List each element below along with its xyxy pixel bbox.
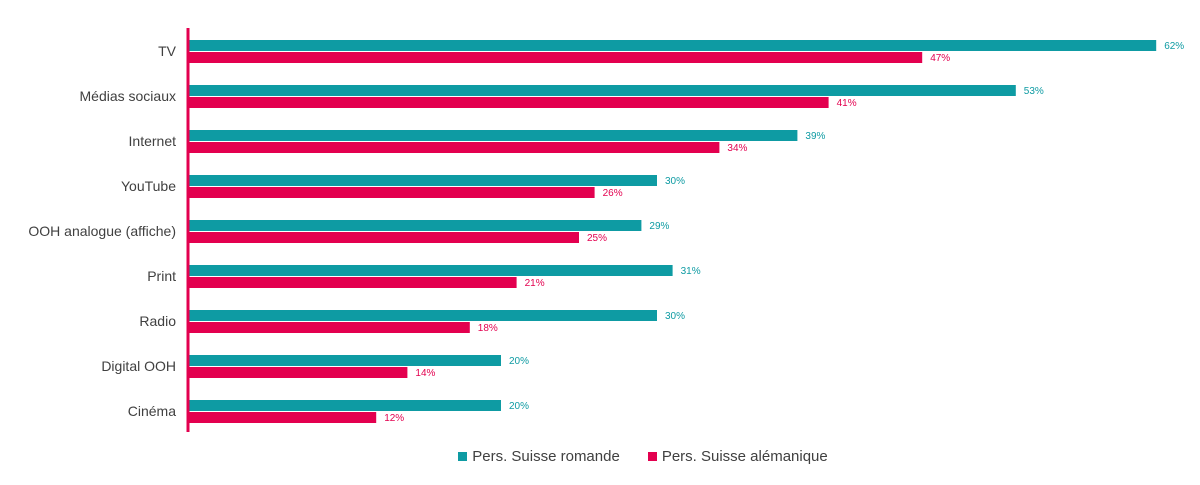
legend-swatch-alemanique bbox=[647, 452, 657, 461]
labels-group: TV 62% 47% Médias sociaux 53% 41% Internet 39% 3… bbox=[28, 41, 1184, 424]
data-label-digital-ooh-series-1: 20% bbox=[509, 356, 529, 367]
bar-tv-series-1 bbox=[189, 40, 1157, 51]
data-label-internet-series-2: 34% bbox=[727, 143, 747, 154]
data-label-print-series-1: 31% bbox=[681, 266, 701, 277]
data-label-medias-sociaux-series-1: 53% bbox=[1024, 86, 1044, 97]
data-label-digital-ooh-series-2: 14% bbox=[415, 368, 435, 379]
data-label-ooh-analogue-affiche-series-2: 25% bbox=[587, 233, 607, 244]
bar-internet-series-1 bbox=[189, 130, 798, 141]
bar-print-series-1 bbox=[189, 265, 673, 276]
legend-item-alemanique: Pers. Suisse alémanique bbox=[647, 448, 828, 465]
data-label-print-series-2: 21% bbox=[525, 278, 545, 289]
data-label-radio-series-1: 30% bbox=[665, 311, 685, 322]
category-label-medias-sociaux: Médias sociaux bbox=[80, 88, 177, 104]
data-label-cinema-series-2: 12% bbox=[384, 413, 404, 424]
bar-cinema-series-2 bbox=[189, 412, 377, 423]
bar-tv-series-2 bbox=[189, 52, 923, 63]
category-label-ooh-analogue-affiche: OOH analogue (affiche) bbox=[28, 223, 176, 239]
bar-medias-sociaux-series-1 bbox=[189, 85, 1016, 96]
category-label-internet: Internet bbox=[129, 133, 177, 149]
bar-ooh-analogue-affiche-series-2 bbox=[189, 232, 579, 243]
category-label-digital-ooh: Digital OOH bbox=[101, 358, 176, 374]
data-label-radio-series-2: 18% bbox=[478, 323, 498, 334]
bar-internet-series-2 bbox=[189, 142, 720, 153]
data-label-youtube-series-1: 30% bbox=[665, 176, 685, 187]
data-label-medias-sociaux-series-2: 41% bbox=[837, 98, 857, 109]
data-label-internet-series-1: 39% bbox=[805, 131, 825, 142]
bar-digital-ooh-series-2 bbox=[189, 367, 408, 378]
legend-swatch-romande bbox=[458, 452, 468, 461]
bar-medias-sociaux-series-2 bbox=[189, 97, 829, 108]
bar-cinema-series-1 bbox=[189, 400, 501, 411]
data-label-tv-series-2: 47% bbox=[930, 53, 950, 64]
legend: Pers. Suisse romande Pers. Suisse aléman… bbox=[0, 448, 1200, 465]
category-label-cinema: Cinéma bbox=[128, 403, 176, 419]
bar-ooh-analogue-affiche-series-1 bbox=[189, 220, 642, 231]
bar-chart: TV 62% 47% Médias sociaux 53% 41% Internet 39% 3… bbox=[28, 28, 1184, 432]
category-label-radio: Radio bbox=[139, 313, 176, 329]
data-label-youtube-series-2: 26% bbox=[603, 188, 623, 199]
bar-digital-ooh-series-1 bbox=[189, 355, 501, 366]
data-label-ooh-analogue-affiche-series-1: 29% bbox=[649, 221, 669, 232]
bars-group bbox=[189, 40, 1157, 423]
bar-radio-series-1 bbox=[189, 310, 657, 321]
category-label-print: Print bbox=[147, 268, 176, 284]
category-label-youtube: YouTube bbox=[121, 178, 176, 194]
bar-youtube-series-1 bbox=[189, 175, 657, 186]
data-label-tv-series-1: 62% bbox=[1164, 41, 1184, 52]
legend-label-romande: Pers. Suisse romande bbox=[472, 448, 620, 465]
bar-radio-series-2 bbox=[189, 322, 470, 333]
category-label-tv: TV bbox=[158, 43, 177, 59]
legend-label-alemanique: Pers. Suisse alémanique bbox=[661, 448, 828, 465]
legend-item-romande: Pers. Suisse romande bbox=[458, 448, 620, 465]
bar-print-series-2 bbox=[189, 277, 517, 288]
data-label-cinema-series-1: 20% bbox=[509, 401, 529, 412]
bar-youtube-series-2 bbox=[189, 187, 595, 198]
